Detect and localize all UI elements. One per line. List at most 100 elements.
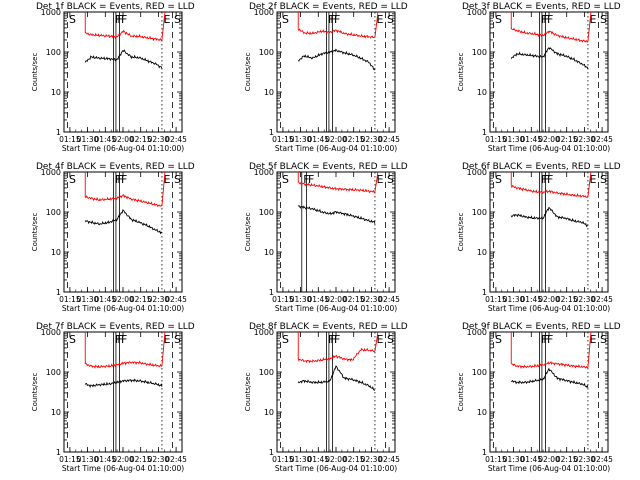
- lld-series-edge: [587, 331, 592, 368]
- lld-series-edge: [161, 11, 166, 41]
- x-tick-label: 02:00: [538, 455, 560, 464]
- events-series-line: [297, 48, 376, 71]
- x-axis-label: Start Time (06-Aug-04 01:10:00): [275, 144, 397, 153]
- marker-label: F: [117, 333, 123, 346]
- y-axis-label: Counts/sec: [31, 53, 39, 92]
- x-tick-label: 01:15: [59, 135, 81, 144]
- x-tick-label: 01:15: [485, 455, 507, 464]
- x-tick-label: 01:30: [503, 295, 525, 304]
- x-tick-label: 02:45: [165, 455, 187, 464]
- marker-label: S: [495, 13, 502, 26]
- panel-det-9: Det 9f BLACK = Events, RED = LLD 1 10 100 10…: [457, 322, 621, 473]
- x-tick-label: 02:00: [325, 455, 347, 464]
- x-tick-label: 02:15: [556, 295, 578, 304]
- y-tick-label: 1000: [41, 8, 61, 17]
- y-tick-label: 1: [56, 128, 61, 137]
- panel-det-7: Det 7f BLACK = Events, RED = LLD 1 10 100 10…: [31, 322, 195, 473]
- panel-title: Det 3f BLACK = Events, RED = LLD: [462, 2, 621, 12]
- x-tick-label: 02:45: [591, 135, 613, 144]
- marker-label: S: [69, 173, 76, 186]
- x-tick-label: 02:45: [591, 295, 613, 304]
- marker-label: S: [174, 13, 181, 26]
- x-tick-label: 01:45: [94, 135, 116, 144]
- marker-label: F: [543, 13, 549, 26]
- y-tick-label: 10: [477, 408, 487, 417]
- events-series-line: [84, 209, 163, 235]
- marker-label: S: [174, 173, 181, 186]
- y-tick-label: 100: [46, 208, 61, 217]
- marker-label: F: [547, 173, 553, 186]
- marker-label: S: [282, 13, 289, 26]
- x-tick-label: 01:45: [307, 295, 329, 304]
- lld-series-edge: [374, 11, 379, 38]
- y-axis-label: Counts/sec: [457, 213, 465, 252]
- y-tick-label: 1: [482, 128, 487, 137]
- x-tick-label: 01:45: [94, 295, 116, 304]
- events-series-line: [510, 367, 589, 389]
- events-series-line: [84, 49, 163, 69]
- marker-label: E: [163, 13, 170, 26]
- marker-label: F: [541, 13, 547, 26]
- panel-det-5: Det 5f BLACK = Events, RED = LLD 1 10 100 10…: [244, 162, 408, 313]
- y-tick-label: 100: [472, 368, 487, 377]
- y-tick-label: 1: [56, 448, 61, 457]
- y-axis-label: Counts/sec: [244, 53, 252, 92]
- marker-label: F: [541, 173, 547, 186]
- y-tick-label: 1000: [41, 168, 61, 177]
- marker-label: F: [330, 13, 336, 26]
- marker-label: E: [376, 173, 383, 186]
- x-tick-label: 02:15: [556, 135, 578, 144]
- axes-frame: [489, 171, 609, 293]
- marker-label: S: [600, 333, 607, 346]
- y-tick-label: 100: [259, 368, 274, 377]
- marker-label: F: [121, 173, 127, 186]
- x-tick-label: 01:15: [485, 295, 507, 304]
- x-tick-label: 01:30: [503, 455, 525, 464]
- axes-frame: [63, 331, 183, 453]
- y-tick-label: 10: [51, 88, 61, 97]
- lld-series-edge: [161, 331, 166, 367]
- x-tick-label: 02:30: [574, 135, 596, 144]
- x-tick-label: 02:15: [130, 455, 152, 464]
- y-tick-label: 100: [259, 208, 274, 217]
- marker-label: S: [387, 13, 394, 26]
- x-tick-label: 02:15: [343, 295, 365, 304]
- marker-label: F: [543, 333, 549, 346]
- y-tick-label: 1000: [254, 8, 274, 17]
- y-tick-label: 100: [46, 368, 61, 377]
- marker-label: E: [163, 173, 170, 186]
- y-tick-label: 10: [264, 88, 274, 97]
- x-tick-label: 02:30: [148, 135, 170, 144]
- events-series-line: [84, 378, 163, 389]
- x-tick-label: 01:15: [485, 135, 507, 144]
- axes-frame: [63, 171, 183, 293]
- marker-label: F: [117, 13, 123, 26]
- y-tick-label: 1000: [254, 168, 274, 177]
- y-tick-label: 1: [269, 448, 274, 457]
- marker-label: F: [328, 333, 334, 346]
- x-tick-label: 01:15: [272, 295, 294, 304]
- marker-label: S: [600, 173, 607, 186]
- x-tick-label: 02:45: [378, 455, 400, 464]
- x-tick-label: 01:30: [77, 135, 99, 144]
- x-tick-label: 02:00: [538, 135, 560, 144]
- x-tick-label: 02:15: [556, 455, 578, 464]
- marker-label: E: [589, 333, 596, 346]
- y-tick-label: 10: [264, 408, 274, 417]
- marker-label: E: [376, 333, 383, 346]
- panel-title: Det 5f BLACK = Events, RED = LLD: [249, 162, 408, 172]
- y-tick-label: 100: [472, 208, 487, 217]
- marker-label: S: [282, 333, 289, 346]
- x-tick-label: 02:45: [165, 135, 187, 144]
- events-series-line: [297, 365, 376, 391]
- y-tick-label: 1: [269, 128, 274, 137]
- y-tick-label: 1000: [467, 8, 487, 17]
- x-axis-label: Start Time (06-Aug-04 01:10:00): [62, 464, 184, 473]
- y-axis-label: Counts/sec: [244, 213, 252, 252]
- y-tick-label: 1000: [41, 328, 61, 337]
- marker-label: S: [387, 333, 394, 346]
- y-tick-label: 100: [472, 48, 487, 57]
- marker-label: S: [387, 173, 394, 186]
- axes-frame: [489, 331, 609, 453]
- x-tick-label: 01:30: [77, 455, 99, 464]
